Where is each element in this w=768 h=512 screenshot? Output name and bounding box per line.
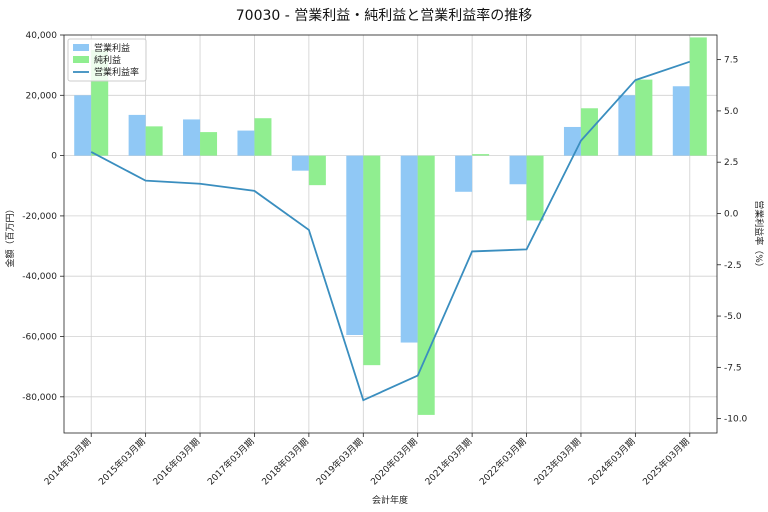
y-axis-label: 金額（百万円） xyxy=(4,204,16,267)
y-tick-label: -80,000 xyxy=(22,393,57,403)
line-layer xyxy=(90,60,691,402)
y2-tick-label: -2.5 xyxy=(724,261,742,271)
y-tick-label: -40,000 xyxy=(22,272,57,282)
y2-tick-label: 0.0 xyxy=(724,209,739,219)
legend-label: 純利益 xyxy=(94,54,121,66)
y-axis-left: -80,000 -60,000 -40,000 -20,000 0 20,000 40,00… xyxy=(22,31,64,403)
bar-net-profit xyxy=(200,132,218,156)
bar-net-profit xyxy=(472,154,490,156)
bar-operating-profit xyxy=(672,86,690,156)
bar-net-profit xyxy=(417,155,435,415)
legend-label: 営業利益率 xyxy=(94,66,139,78)
x-tick-label: 2018年03月期 xyxy=(259,436,311,488)
bar-operating-profit xyxy=(183,119,201,156)
bar-net-profit xyxy=(363,155,381,366)
y-tick-label: 0 xyxy=(51,152,57,162)
bar-operating-profit xyxy=(291,155,309,171)
y2-axis-label: 営業利益率（%） xyxy=(753,200,765,272)
bar-operating-profit xyxy=(400,155,418,343)
x-tick-label: 2023年03月期 xyxy=(531,436,583,488)
bar-net-profit xyxy=(254,118,272,156)
bar-operating-profit xyxy=(618,95,636,156)
y-tick-label: 20,000 xyxy=(26,91,58,101)
y-tick-label: -60,000 xyxy=(22,333,57,343)
bars-layer xyxy=(74,37,707,415)
x-tick-label: 2025年03月期 xyxy=(640,436,692,488)
bar-net-profit xyxy=(145,126,163,156)
bar-operating-profit xyxy=(237,130,255,156)
x-tick-label: 2022年03月期 xyxy=(477,436,529,488)
bar-operating-profit xyxy=(509,155,527,185)
y2-tick-label: -10.0 xyxy=(724,415,748,425)
x-tick-label: 2021年03月期 xyxy=(422,436,474,488)
plot-frame xyxy=(63,34,718,434)
x-tick-label: 2019年03月期 xyxy=(314,436,366,488)
legend-swatch xyxy=(73,44,89,51)
bar-operating-profit xyxy=(455,155,473,192)
y-tick-label: 40,000 xyxy=(26,31,58,41)
y2-tick-label: 5.0 xyxy=(724,107,739,117)
y2-tick-label: -7.5 xyxy=(724,363,742,373)
x-tick-label: 2016年03月期 xyxy=(150,436,202,488)
x-tick-label: 2017年03月期 xyxy=(205,436,257,488)
y2-tick-label: 2.5 xyxy=(724,158,738,168)
bar-net-profit xyxy=(635,79,653,156)
y2-tick-label: 7.5 xyxy=(724,56,738,66)
bar-operating-profit xyxy=(563,126,581,156)
bar-net-profit xyxy=(689,37,707,156)
x-tick-label: 2024年03月期 xyxy=(586,436,638,488)
x-tick-label: 2015年03月期 xyxy=(96,436,148,488)
bar-net-profit xyxy=(526,155,544,221)
bar-operating-profit xyxy=(346,155,364,336)
chart-title: 70030 - 営業利益・純利益と営業利益率の推移 xyxy=(236,7,533,24)
x-tick-label: 2014年03月期 xyxy=(41,436,93,488)
y-tick-label: -20,000 xyxy=(22,212,57,222)
bar-operating-profit xyxy=(128,114,146,156)
x-axis: 2014年03月期 2015年03月期 2016年03月期 2017年03月期 2018… xyxy=(41,433,692,488)
line-operating-margin xyxy=(90,60,691,402)
legend-label: 営業利益 xyxy=(94,42,130,54)
x-axis-label: 会計年度 xyxy=(372,494,408,506)
legend-swatch xyxy=(73,56,89,63)
y-axis-right: -10.0 -7.5 -5.0 -2.5 0.0 2.5 5.0 7.5 xyxy=(717,56,748,425)
grid-layer xyxy=(64,34,717,433)
y2-tick-label: -5.0 xyxy=(724,312,742,322)
x-tick-label: 2020年03月期 xyxy=(368,436,420,488)
bar-net-profit xyxy=(308,155,326,186)
bar-operating-profit xyxy=(74,95,92,156)
